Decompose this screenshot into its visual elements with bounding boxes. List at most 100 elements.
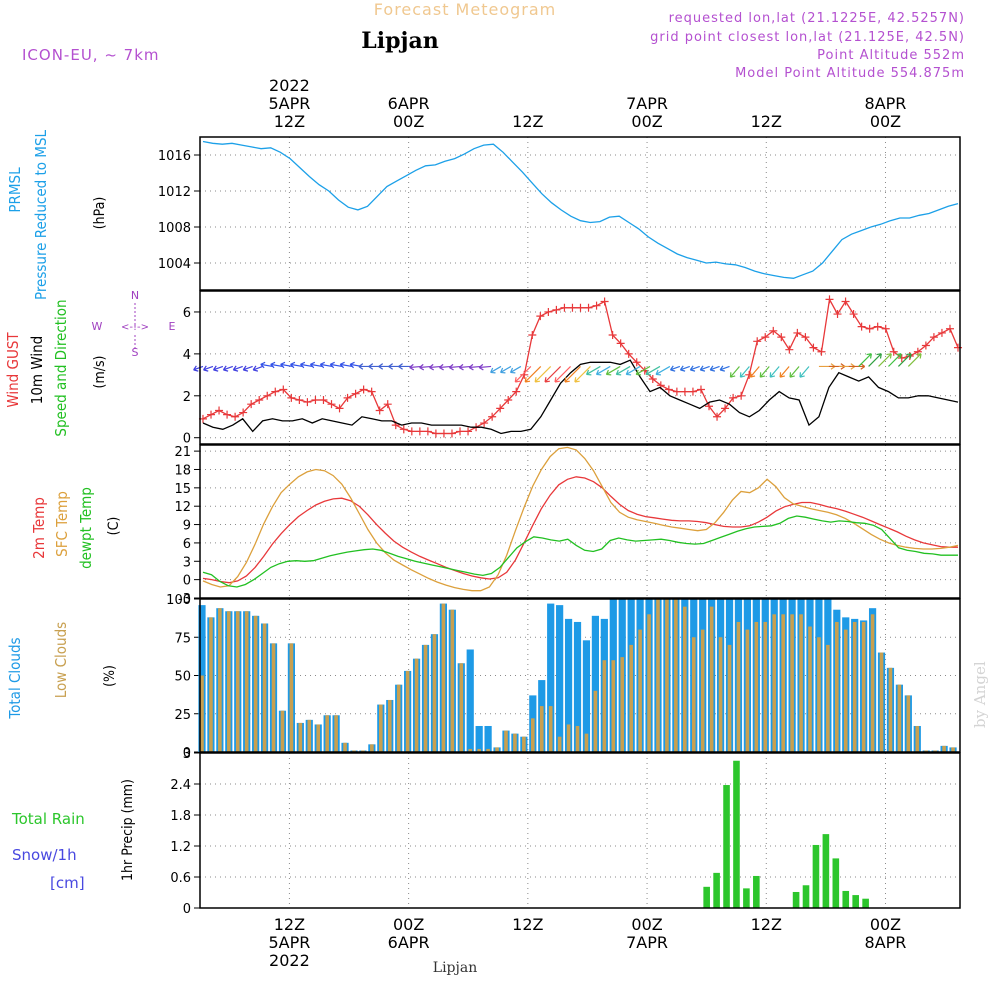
gust-marker — [632, 358, 641, 367]
temperature-line-2m-temp — [202, 476, 958, 584]
low-cloud-bar — [620, 657, 625, 752]
gust-marker — [343, 393, 352, 402]
wind-arrow — [858, 353, 872, 367]
low-cloud-bar — [745, 629, 750, 752]
low-cloud-bar — [852, 621, 857, 752]
wind-arrow — [709, 365, 720, 372]
top-time-label: 00Z — [870, 112, 901, 131]
bottom-time-label: 5APR — [268, 933, 310, 952]
wind-arrow — [605, 365, 621, 376]
gust-marker — [753, 337, 762, 346]
low-cloud-bar — [566, 724, 571, 752]
low-cloud-bar — [557, 736, 562, 752]
gust-marker — [480, 419, 489, 428]
low-cloud-bar — [450, 609, 455, 752]
gust-marker — [504, 395, 513, 404]
rain-bar — [802, 885, 810, 908]
panel-precip: 0 0.6 1.2 1.8 2.4 3 — [170, 747, 961, 917]
total-cloud-bar — [582, 640, 591, 752]
wind-arrow — [524, 366, 542, 383]
low-cloud-bar — [826, 644, 830, 752]
wind-arrow — [212, 365, 224, 372]
wind-arrow — [500, 365, 512, 374]
compass-e: E — [169, 320, 176, 333]
bottom-time-label: 00Z — [631, 915, 662, 934]
requested-location: requested lon,lat (21.1225E, 42.5257N) — [669, 11, 965, 26]
top-time-label: 2022 — [269, 76, 310, 95]
bottom-time-label: 00Z — [393, 915, 424, 934]
gust-marker — [351, 389, 360, 398]
gust-marker — [616, 339, 625, 348]
wind-line-10m-wind — [202, 359, 959, 435]
wind-arrow — [719, 365, 730, 372]
bottom-time-label: 6APR — [388, 933, 430, 952]
y-tick-label: 0 — [183, 902, 191, 917]
gust-marker — [560, 303, 569, 312]
temp-sfc-label: SFC Temp — [53, 491, 71, 557]
total-cloud-bar — [475, 725, 483, 752]
low-cloud-bar — [763, 621, 768, 752]
rain-bar — [703, 886, 710, 908]
low-cloud-bar — [906, 695, 911, 752]
rain-bar — [743, 888, 750, 908]
wind-arrow — [419, 363, 432, 371]
gust-marker — [544, 307, 553, 316]
gust-marker — [295, 395, 304, 404]
wind-arrow — [509, 365, 522, 374]
low-cloud-bar — [361, 750, 365, 752]
wind-arrow — [514, 366, 532, 383]
top-time-label: 12Z — [512, 112, 543, 131]
rain-bar — [753, 875, 760, 908]
low-cloud-bar — [790, 614, 794, 752]
gust-marker — [873, 322, 882, 331]
gust-marker — [865, 324, 874, 333]
panel-frame — [199, 598, 961, 753]
wind-arrow — [468, 363, 482, 371]
precip-unit-label: 1hr Precip (mm) — [120, 779, 136, 881]
y-tick-label: -3 — [178, 592, 191, 607]
gust-marker — [568, 303, 577, 312]
bottom-time-label: 00Z — [870, 915, 901, 934]
low-cloud-bar — [271, 643, 276, 752]
compass-arrow: <-!-> — [121, 322, 149, 333]
y-tick-label: 2.4 — [170, 778, 191, 793]
top-time-label: 8APR — [865, 94, 907, 113]
low-cloud-bar — [709, 606, 714, 752]
low-cloud-bar — [727, 644, 732, 752]
compass: N S W E <-!-> — [92, 289, 176, 359]
total-cloud-bar — [466, 649, 474, 752]
gust-marker — [809, 343, 818, 352]
low-cloud-bar — [674, 599, 678, 752]
low-cloud-bar — [799, 614, 803, 752]
wind-gust-label: Wind GUST — [4, 332, 22, 408]
rain-bar — [792, 891, 800, 908]
gust-marker — [664, 385, 673, 394]
point-altitude: Point Altitude 552m — [817, 48, 965, 63]
gust-marker — [528, 331, 537, 340]
low-cloud-bar — [280, 710, 285, 752]
wind-arrow — [888, 353, 902, 367]
pressure-msl-label: Pressure Reduced to MSL — [32, 129, 50, 300]
low-cloud-bar — [522, 736, 526, 752]
rain-bar — [723, 785, 730, 908]
gust-marker — [721, 404, 730, 413]
low-cloud-bar — [200, 675, 204, 752]
wind-arrow — [300, 361, 313, 369]
gust-marker — [672, 387, 681, 396]
gust-marker — [777, 333, 786, 342]
y-tick-label: 2 — [183, 390, 191, 405]
gust-marker — [785, 345, 794, 354]
wind-arrow — [252, 365, 263, 372]
wind-arrow — [645, 365, 661, 376]
wind-arrow — [749, 366, 760, 378]
wind-arrow — [554, 366, 571, 383]
gust-marker — [793, 328, 802, 337]
gust-marker — [921, 341, 930, 350]
low-cloud-bar — [307, 719, 312, 752]
wind-arrow — [193, 365, 204, 372]
header: Forecast Meteogram Lipjan ICON-EU, ~ 7km… — [22, 0, 965, 81]
temperature-line-dewpt-temp — [202, 515, 958, 588]
gust-marker — [407, 427, 416, 436]
panel-wind: 0 2 4 6 — [183, 290, 963, 447]
low-cloud-bar — [441, 603, 446, 752]
